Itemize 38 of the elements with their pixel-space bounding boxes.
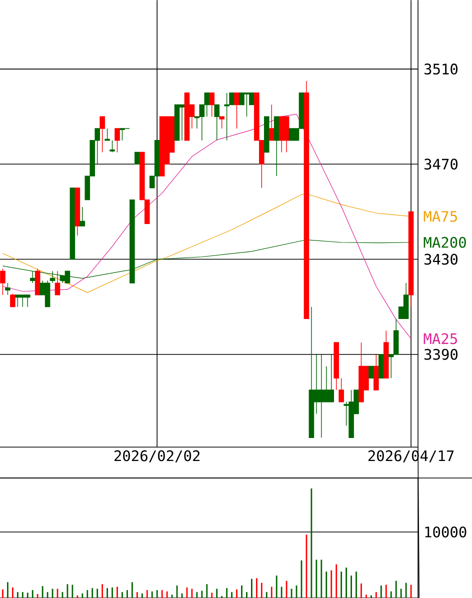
candlestick — [74, 188, 80, 236]
y-tick-label: 3510 — [424, 64, 458, 75]
candlestick — [110, 140, 115, 153]
line-series — [2, 114, 412, 339]
y-tick-label: 10000 — [425, 526, 466, 538]
candlestick — [384, 330, 389, 378]
candlestick — [134, 152, 140, 165]
candlestick — [368, 366, 374, 378]
candlestick — [338, 378, 344, 402]
y-tick-label: 3470 — [424, 158, 458, 170]
y-tick-label: 3390 — [424, 348, 458, 360]
candlestick — [10, 293, 16, 308]
candlestick — [209, 92, 215, 117]
line-series — [2, 194, 412, 293]
candlestick — [0, 268, 6, 296]
candlestick — [334, 342, 339, 390]
candlestick — [374, 354, 379, 390]
candlestick — [100, 116, 105, 153]
candlestick — [264, 116, 270, 153]
series-label: MA75 — [424, 211, 457, 222]
candlestick — [274, 116, 280, 176]
candlestick — [34, 268, 40, 296]
candlestick — [408, 211, 414, 308]
candlestick — [234, 92, 240, 129]
x-tick-label: 2026/02/02 — [114, 450, 200, 462]
candlestick — [268, 104, 274, 141]
candlestick — [219, 116, 224, 129]
candlestick — [304, 80, 310, 320]
series-label: MA200 — [424, 236, 466, 248]
candlestick — [80, 206, 86, 226]
series-label: MA25 — [424, 333, 457, 344]
candlestick — [70, 188, 76, 260]
candlestick — [214, 104, 220, 141]
candlestick — [114, 128, 120, 153]
candlestick — [5, 282, 10, 296]
candlestick — [54, 270, 60, 296]
candlestick — [378, 354, 384, 378]
y-tick-label: 3430 — [424, 254, 458, 265]
